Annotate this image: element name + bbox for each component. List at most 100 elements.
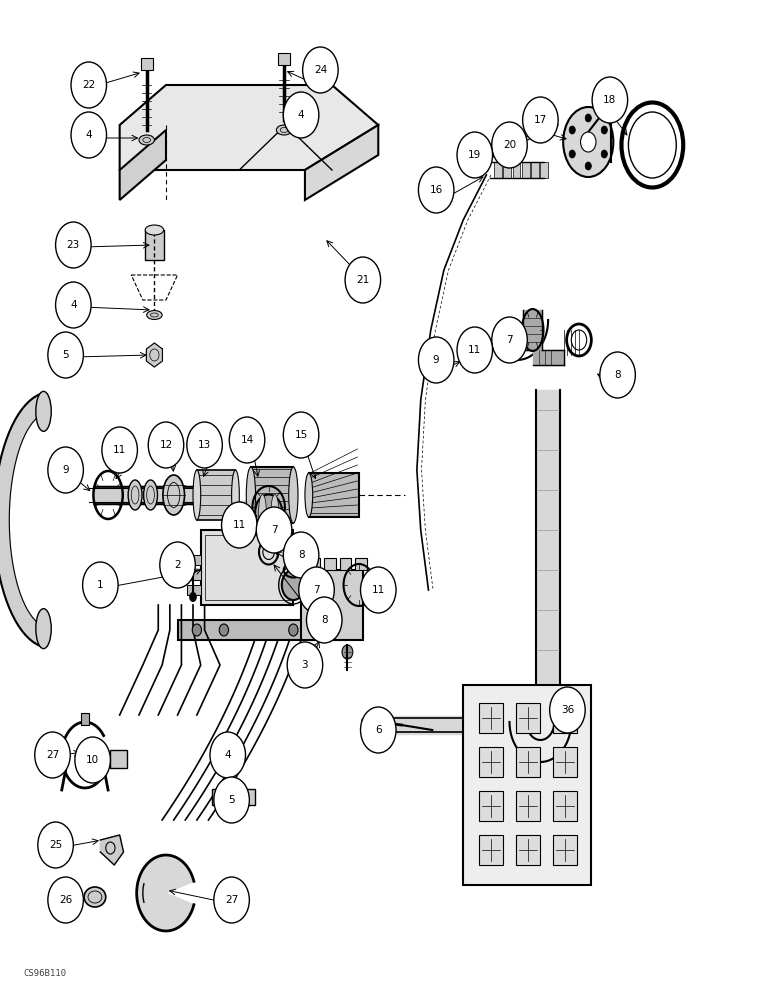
Ellipse shape [276, 125, 292, 135]
Text: 9: 9 [433, 355, 439, 365]
Text: 9: 9 [63, 465, 69, 475]
Text: 4: 4 [86, 130, 92, 140]
Circle shape [523, 97, 558, 143]
Ellipse shape [271, 494, 279, 530]
Ellipse shape [255, 494, 283, 530]
Bar [516, 835, 540, 865]
Bar [355, 558, 367, 570]
Circle shape [38, 822, 73, 868]
Bar [503, 162, 511, 178]
Text: 7: 7 [506, 335, 513, 345]
Bar [187, 555, 201, 565]
Bar [516, 703, 540, 733]
Circle shape [210, 732, 245, 778]
Circle shape [71, 62, 107, 108]
Text: 17: 17 [533, 115, 547, 125]
Ellipse shape [259, 494, 266, 530]
Ellipse shape [145, 225, 164, 235]
Circle shape [71, 112, 107, 158]
Circle shape [585, 114, 591, 122]
Bar [141, 58, 153, 70]
Circle shape [361, 707, 396, 753]
Bar [178, 620, 340, 640]
Circle shape [48, 332, 83, 378]
Circle shape [361, 567, 396, 613]
Bar [197, 470, 235, 520]
Text: CS96B110: CS96B110 [23, 969, 66, 978]
Circle shape [601, 150, 608, 158]
Circle shape [222, 502, 257, 548]
Text: 2: 2 [174, 560, 181, 570]
Bar [479, 791, 503, 821]
Circle shape [56, 282, 91, 328]
Circle shape [102, 427, 137, 473]
Ellipse shape [36, 609, 51, 649]
Polygon shape [0, 394, 44, 646]
Ellipse shape [36, 391, 51, 431]
Circle shape [492, 317, 527, 363]
Polygon shape [523, 310, 542, 350]
Text: 1: 1 [97, 580, 103, 590]
Circle shape [316, 624, 325, 636]
Text: 21: 21 [356, 275, 370, 285]
Bar [278, 53, 290, 65]
Text: 4: 4 [70, 300, 76, 310]
Ellipse shape [305, 473, 313, 517]
Text: 11: 11 [232, 520, 246, 530]
Text: 26: 26 [59, 895, 73, 905]
Circle shape [287, 642, 323, 688]
Text: 11: 11 [371, 585, 385, 595]
Bar [553, 791, 577, 821]
Circle shape [283, 92, 319, 138]
Text: 14: 14 [240, 435, 254, 445]
Bar [531, 162, 539, 178]
Circle shape [283, 412, 319, 458]
Circle shape [160, 542, 195, 588]
Text: 4: 4 [225, 750, 231, 760]
Bar [110, 750, 127, 768]
Bar [324, 558, 336, 570]
Ellipse shape [289, 467, 298, 523]
Bar [522, 162, 530, 178]
Text: 7: 7 [271, 525, 277, 535]
Text: 4: 4 [298, 110, 304, 120]
Circle shape [567, 702, 572, 708]
Ellipse shape [147, 310, 162, 320]
Circle shape [592, 77, 628, 123]
Bar [479, 747, 503, 777]
Bar [340, 558, 351, 570]
Ellipse shape [144, 480, 157, 510]
Circle shape [75, 737, 110, 783]
Polygon shape [100, 835, 124, 865]
Circle shape [189, 592, 197, 602]
Bar [553, 835, 577, 865]
Bar [463, 685, 591, 885]
Circle shape [457, 327, 493, 373]
Text: 5: 5 [63, 350, 69, 360]
Circle shape [229, 417, 265, 463]
Text: 22: 22 [82, 80, 96, 90]
Bar [494, 162, 502, 178]
Circle shape [299, 567, 334, 613]
Text: 8: 8 [298, 550, 304, 560]
Circle shape [345, 257, 381, 303]
Polygon shape [536, 390, 560, 715]
Polygon shape [305, 125, 378, 200]
Bar [479, 835, 503, 865]
Circle shape [303, 47, 338, 93]
Bar [513, 162, 520, 178]
Bar [516, 747, 540, 777]
Bar [187, 585, 201, 595]
Polygon shape [533, 350, 564, 365]
Text: 27: 27 [225, 895, 239, 905]
Circle shape [492, 122, 527, 168]
Circle shape [306, 597, 342, 643]
Ellipse shape [163, 475, 185, 515]
Circle shape [307, 645, 318, 659]
Text: 11: 11 [468, 345, 482, 355]
Bar [301, 570, 363, 640]
Ellipse shape [193, 470, 201, 520]
Bar [81, 713, 89, 725]
Text: 12: 12 [159, 440, 173, 450]
Bar [540, 162, 548, 178]
